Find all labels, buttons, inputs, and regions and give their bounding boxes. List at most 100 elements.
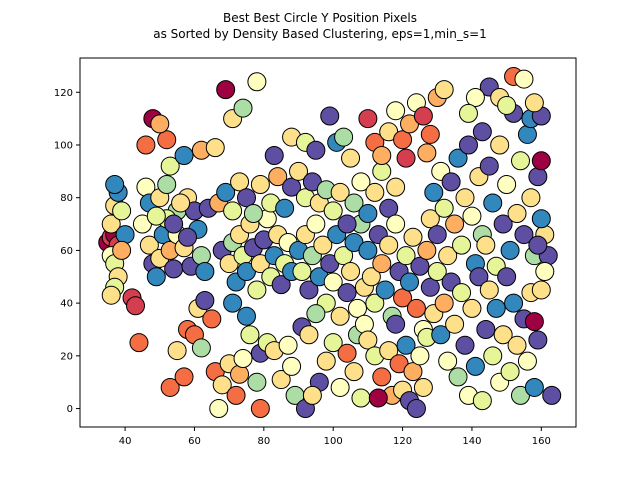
- data-point-157: [337, 343, 357, 363]
- data-point-112: [282, 177, 302, 197]
- y-tick-label: 0: [67, 404, 73, 415]
- data-point-196: [386, 214, 406, 234]
- data-point-187: [396, 148, 416, 168]
- data-point-67: [223, 293, 243, 313]
- data-point-14: [115, 225, 135, 245]
- data-point-52: [171, 193, 191, 213]
- data-point-200: [400, 272, 420, 292]
- data-point-222: [420, 209, 440, 229]
- x-tick-label: 100: [324, 436, 343, 447]
- data-point-166: [337, 214, 357, 234]
- data-point-246: [448, 367, 468, 387]
- data-point-54: [160, 377, 180, 397]
- data-point-228: [441, 172, 461, 192]
- data-point-137: [313, 235, 333, 255]
- data-point-70: [233, 348, 253, 368]
- data-point-271: [479, 280, 499, 300]
- data-point-81: [278, 335, 298, 355]
- data-point-270: [476, 319, 496, 339]
- y-tick-label: 120: [54, 88, 73, 99]
- data-point-282: [517, 351, 537, 371]
- data-point-143: [334, 246, 354, 266]
- data-point-273: [486, 298, 506, 318]
- data-point-8: [112, 201, 132, 221]
- data-point-72: [240, 325, 260, 345]
- data-point-173: [386, 177, 406, 197]
- data-point-259: [493, 214, 513, 234]
- data-point-255: [479, 156, 499, 176]
- data-point-186: [417, 143, 437, 163]
- y-tick-label: 80: [60, 193, 73, 204]
- data-point-297: [531, 151, 551, 171]
- data-point-64: [209, 399, 229, 419]
- data-point-176: [372, 146, 392, 166]
- chart-subtitle: as Sorted by Density Based Clustering, e…: [153, 27, 487, 41]
- data-point-69: [230, 364, 250, 384]
- data-point-21: [157, 130, 177, 150]
- data-point-18: [129, 333, 149, 353]
- data-point-108: [250, 175, 270, 195]
- data-point-74: [250, 399, 270, 419]
- data-point-224: [427, 225, 447, 245]
- data-point-205: [417, 240, 437, 260]
- data-point-113: [289, 161, 309, 181]
- x-tick-label: 80: [257, 436, 270, 447]
- data-point-279: [507, 335, 527, 355]
- data-point-275: [493, 325, 513, 345]
- data-point-158: [344, 362, 364, 382]
- data-point-15: [112, 240, 132, 260]
- x-tick-label: 140: [462, 436, 481, 447]
- data-point-61: [195, 290, 215, 310]
- data-point-4: [101, 214, 121, 234]
- data-point-251: [465, 356, 485, 376]
- data-point-156: [330, 377, 350, 397]
- data-point-227: [438, 246, 458, 266]
- data-point-289: [497, 95, 517, 115]
- data-point-17: [125, 296, 145, 316]
- data-point-234: [462, 206, 482, 226]
- data-point-305: [528, 235, 548, 255]
- data-point-206: [358, 330, 378, 350]
- data-point-111: [275, 198, 295, 218]
- data-point-218: [410, 346, 430, 366]
- data-point-300: [531, 209, 551, 229]
- data-point-214: [396, 335, 416, 355]
- data-point-120: [233, 98, 253, 118]
- data-point-161: [354, 314, 374, 334]
- data-point-293: [524, 93, 544, 113]
- data-point-209: [379, 341, 399, 361]
- data-point-62: [202, 309, 222, 329]
- data-point-284: [524, 377, 544, 397]
- data-point-48: [146, 206, 166, 226]
- data-point-107: [243, 204, 263, 224]
- x-tick-label: 60: [188, 436, 201, 447]
- data-point-211: [386, 314, 406, 334]
- data-point-140: [323, 272, 343, 292]
- x-tick-label: 120: [393, 436, 412, 447]
- data-point-252: [469, 267, 489, 287]
- data-point-295: [465, 88, 485, 108]
- data-point-171: [372, 161, 392, 181]
- data-point-24: [174, 146, 194, 166]
- data-point-163: [302, 385, 322, 405]
- data-point-229: [445, 214, 465, 234]
- data-point-199: [396, 246, 416, 266]
- data-point-178: [386, 101, 406, 121]
- data-point-169: [358, 204, 378, 224]
- data-point-258: [490, 135, 510, 155]
- data-point-290: [514, 69, 534, 89]
- data-point-106: [236, 188, 256, 208]
- data-point-31: [139, 235, 159, 255]
- data-point-221: [368, 388, 388, 408]
- data-point-147: [347, 298, 367, 318]
- data-point-13: [101, 285, 121, 305]
- data-point-23: [160, 156, 180, 176]
- data-point-73: [247, 372, 267, 392]
- data-point-29: [205, 138, 225, 158]
- data-point-43: [191, 246, 211, 266]
- data-point-168: [351, 172, 371, 192]
- data-point-144: [337, 283, 357, 303]
- data-point-185: [434, 80, 454, 100]
- data-point-248: [455, 335, 475, 355]
- data-point-152: [306, 304, 326, 324]
